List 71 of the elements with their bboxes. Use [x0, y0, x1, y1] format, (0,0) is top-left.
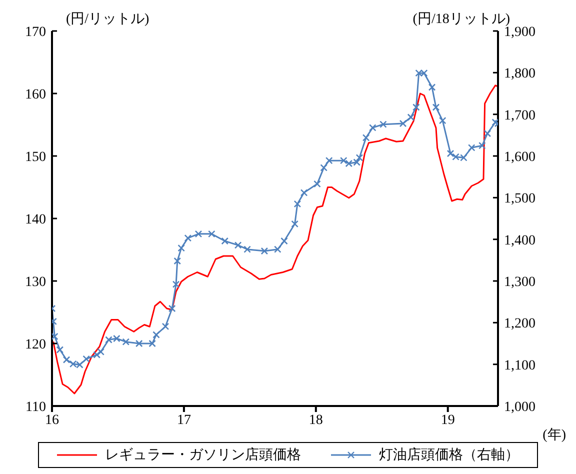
- point: [244, 246, 251, 253]
- y2-tick-label: 1,800: [504, 66, 536, 82]
- y2-tick-label: 1,200: [504, 316, 536, 332]
- y-tick-label: 130: [25, 275, 46, 290]
- point: [399, 120, 407, 128]
- point: [428, 84, 436, 91]
- point: [208, 230, 216, 238]
- point: [468, 144, 476, 152]
- point: [93, 351, 101, 358]
- point: [260, 247, 268, 255]
- y2-tick-label: 1,500: [504, 192, 536, 207]
- point: [97, 348, 104, 356]
- y2-tick-label: 1,000: [504, 400, 536, 415]
- point: [152, 331, 160, 338]
- point: [368, 124, 376, 132]
- point: [438, 116, 446, 124]
- point: [168, 304, 176, 312]
- point: [174, 257, 182, 265]
- point: [82, 355, 90, 363]
- point: [221, 237, 229, 245]
- y2-tick-label: 1,700: [504, 108, 536, 124]
- legend-label: レギュラー・ガソリン店頭価格: [105, 446, 301, 464]
- point: [122, 338, 130, 346]
- x-tick-label: 19: [440, 412, 455, 428]
- point: [274, 246, 282, 253]
- point: [52, 332, 58, 340]
- point: [356, 154, 364, 162]
- point: [56, 346, 64, 354]
- y2-axis-title: (円/18リットル): [412, 11, 510, 27]
- y2-tick-label: 1,600: [504, 150, 536, 165]
- point: [184, 234, 192, 242]
- point: [407, 114, 415, 121]
- legend-label: 灯油店頭価格（右軸）: [379, 446, 519, 464]
- y-tick-label: 140: [25, 212, 46, 228]
- point: [234, 242, 242, 249]
- point: [172, 280, 180, 288]
- y-tick-label: 110: [26, 400, 46, 415]
- point: [135, 340, 143, 348]
- y2-tick-label: 1,900: [504, 25, 536, 40]
- y-tick-label: 170: [25, 25, 46, 40]
- x-axis-title: (年): [542, 426, 566, 444]
- y2-tick-label: 1,100: [504, 358, 536, 374]
- point: [314, 180, 321, 188]
- y-tick-label: 150: [25, 150, 46, 165]
- point: [178, 244, 185, 252]
- y2-tick-label: 1,400: [504, 233, 536, 248]
- y-tick-label: 160: [25, 88, 46, 102]
- point: [492, 118, 498, 126]
- x-tick-label: 18: [308, 412, 323, 428]
- point: [362, 134, 370, 142]
- y-tick-label: 120: [25, 338, 46, 352]
- point: [294, 200, 302, 208]
- x-tick-label: 16: [45, 412, 59, 428]
- point: [62, 356, 70, 364]
- point: [446, 150, 454, 158]
- point: [162, 322, 170, 330]
- point: [380, 120, 387, 128]
- point: [148, 340, 156, 348]
- point: [280, 237, 288, 245]
- point: [291, 220, 298, 228]
- point: [194, 230, 202, 238]
- point: [412, 104, 420, 111]
- point: [300, 189, 308, 196]
- x-tick-label: 17: [176, 412, 191, 428]
- point: [478, 142, 486, 150]
- point: [432, 104, 440, 111]
- point: [484, 130, 492, 138]
- y-axis-title: (円/リットル): [66, 11, 150, 28]
- y2-tick-label: 1,300: [504, 275, 536, 290]
- point: [320, 164, 328, 172]
- point: [325, 156, 333, 164]
